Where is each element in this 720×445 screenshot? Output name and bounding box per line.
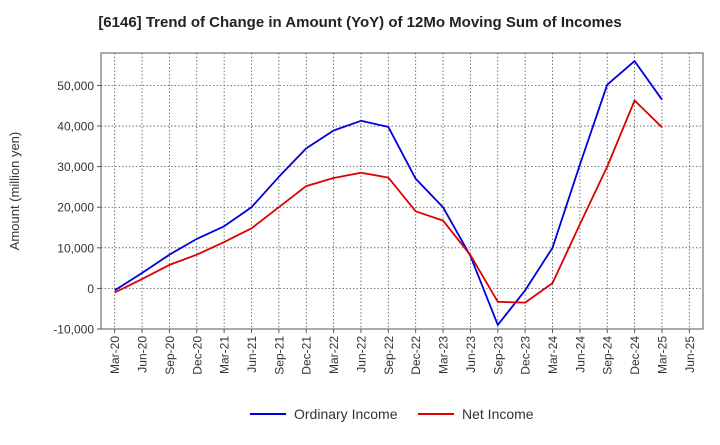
x-tick-label: Dec-22 [409,336,423,375]
legend-label: Net Income [462,406,534,422]
axes: Mar-20 Jun-20 Sep-20 Dec-20 Mar-21 Jun-21 Sep-… [53,79,697,375]
y-tick-label: 20,000 [57,201,94,215]
legend-item-ordinary-income: Ordinary Income [250,406,398,422]
x-tick-label: Dec-20 [190,336,204,375]
x-tick-label: Sep-22 [382,336,396,375]
x-tick-label: Jun-25 [683,336,697,373]
x-tick-label: Jun-20 [136,336,150,373]
series-lines [114,60,663,326]
x-tick-label: Sep-23 [491,336,505,375]
x-tick-label: Mar-22 [327,336,341,374]
x-tick-label: Jun-21 [245,336,259,373]
plot-frame [100,52,704,330]
x-tick-label: Dec-23 [519,336,533,375]
x-tick-label: Mar-20 [108,336,122,374]
net-income-line [114,99,663,304]
legend-label: Ordinary Income [294,406,398,422]
y-tick-label: 10,000 [57,241,94,255]
x-tick-label: Jun-22 [354,336,368,373]
legend-item-net-income: Net Income [418,406,534,422]
x-tick-label: Jun-23 [464,336,478,373]
x-tick-label: Mar-25 [655,336,669,374]
chart-title: [6146] Trend of Change in Amount (YoY) o… [98,14,622,31]
legend: Ordinary Income Net Income [250,406,534,422]
y-tick-label: 40,000 [57,120,94,134]
y-axis-label: Amount (million yen) [7,132,22,251]
x-tick-label: Sep-24 [601,336,615,375]
x-tick-label: Mar-23 [437,336,451,374]
x-tick-label: Sep-20 [163,336,177,375]
x-tick-label: Mar-21 [218,336,232,374]
x-tick-label: Sep-21 [272,336,286,375]
y-tick-label: -10,000 [53,323,94,337]
x-tick-label: Dec-24 [628,336,642,375]
y-tick-label: 30,000 [57,160,94,174]
x-tick-label: Mar-24 [546,336,560,374]
plot-area-background [101,53,703,329]
y-tick-label: 50,000 [57,79,94,93]
x-tick-label: Jun-24 [573,336,587,373]
x-tick-label: Dec-21 [300,336,314,375]
y-tick-label: 0 [87,282,94,296]
ordinary-income-line [114,60,663,326]
